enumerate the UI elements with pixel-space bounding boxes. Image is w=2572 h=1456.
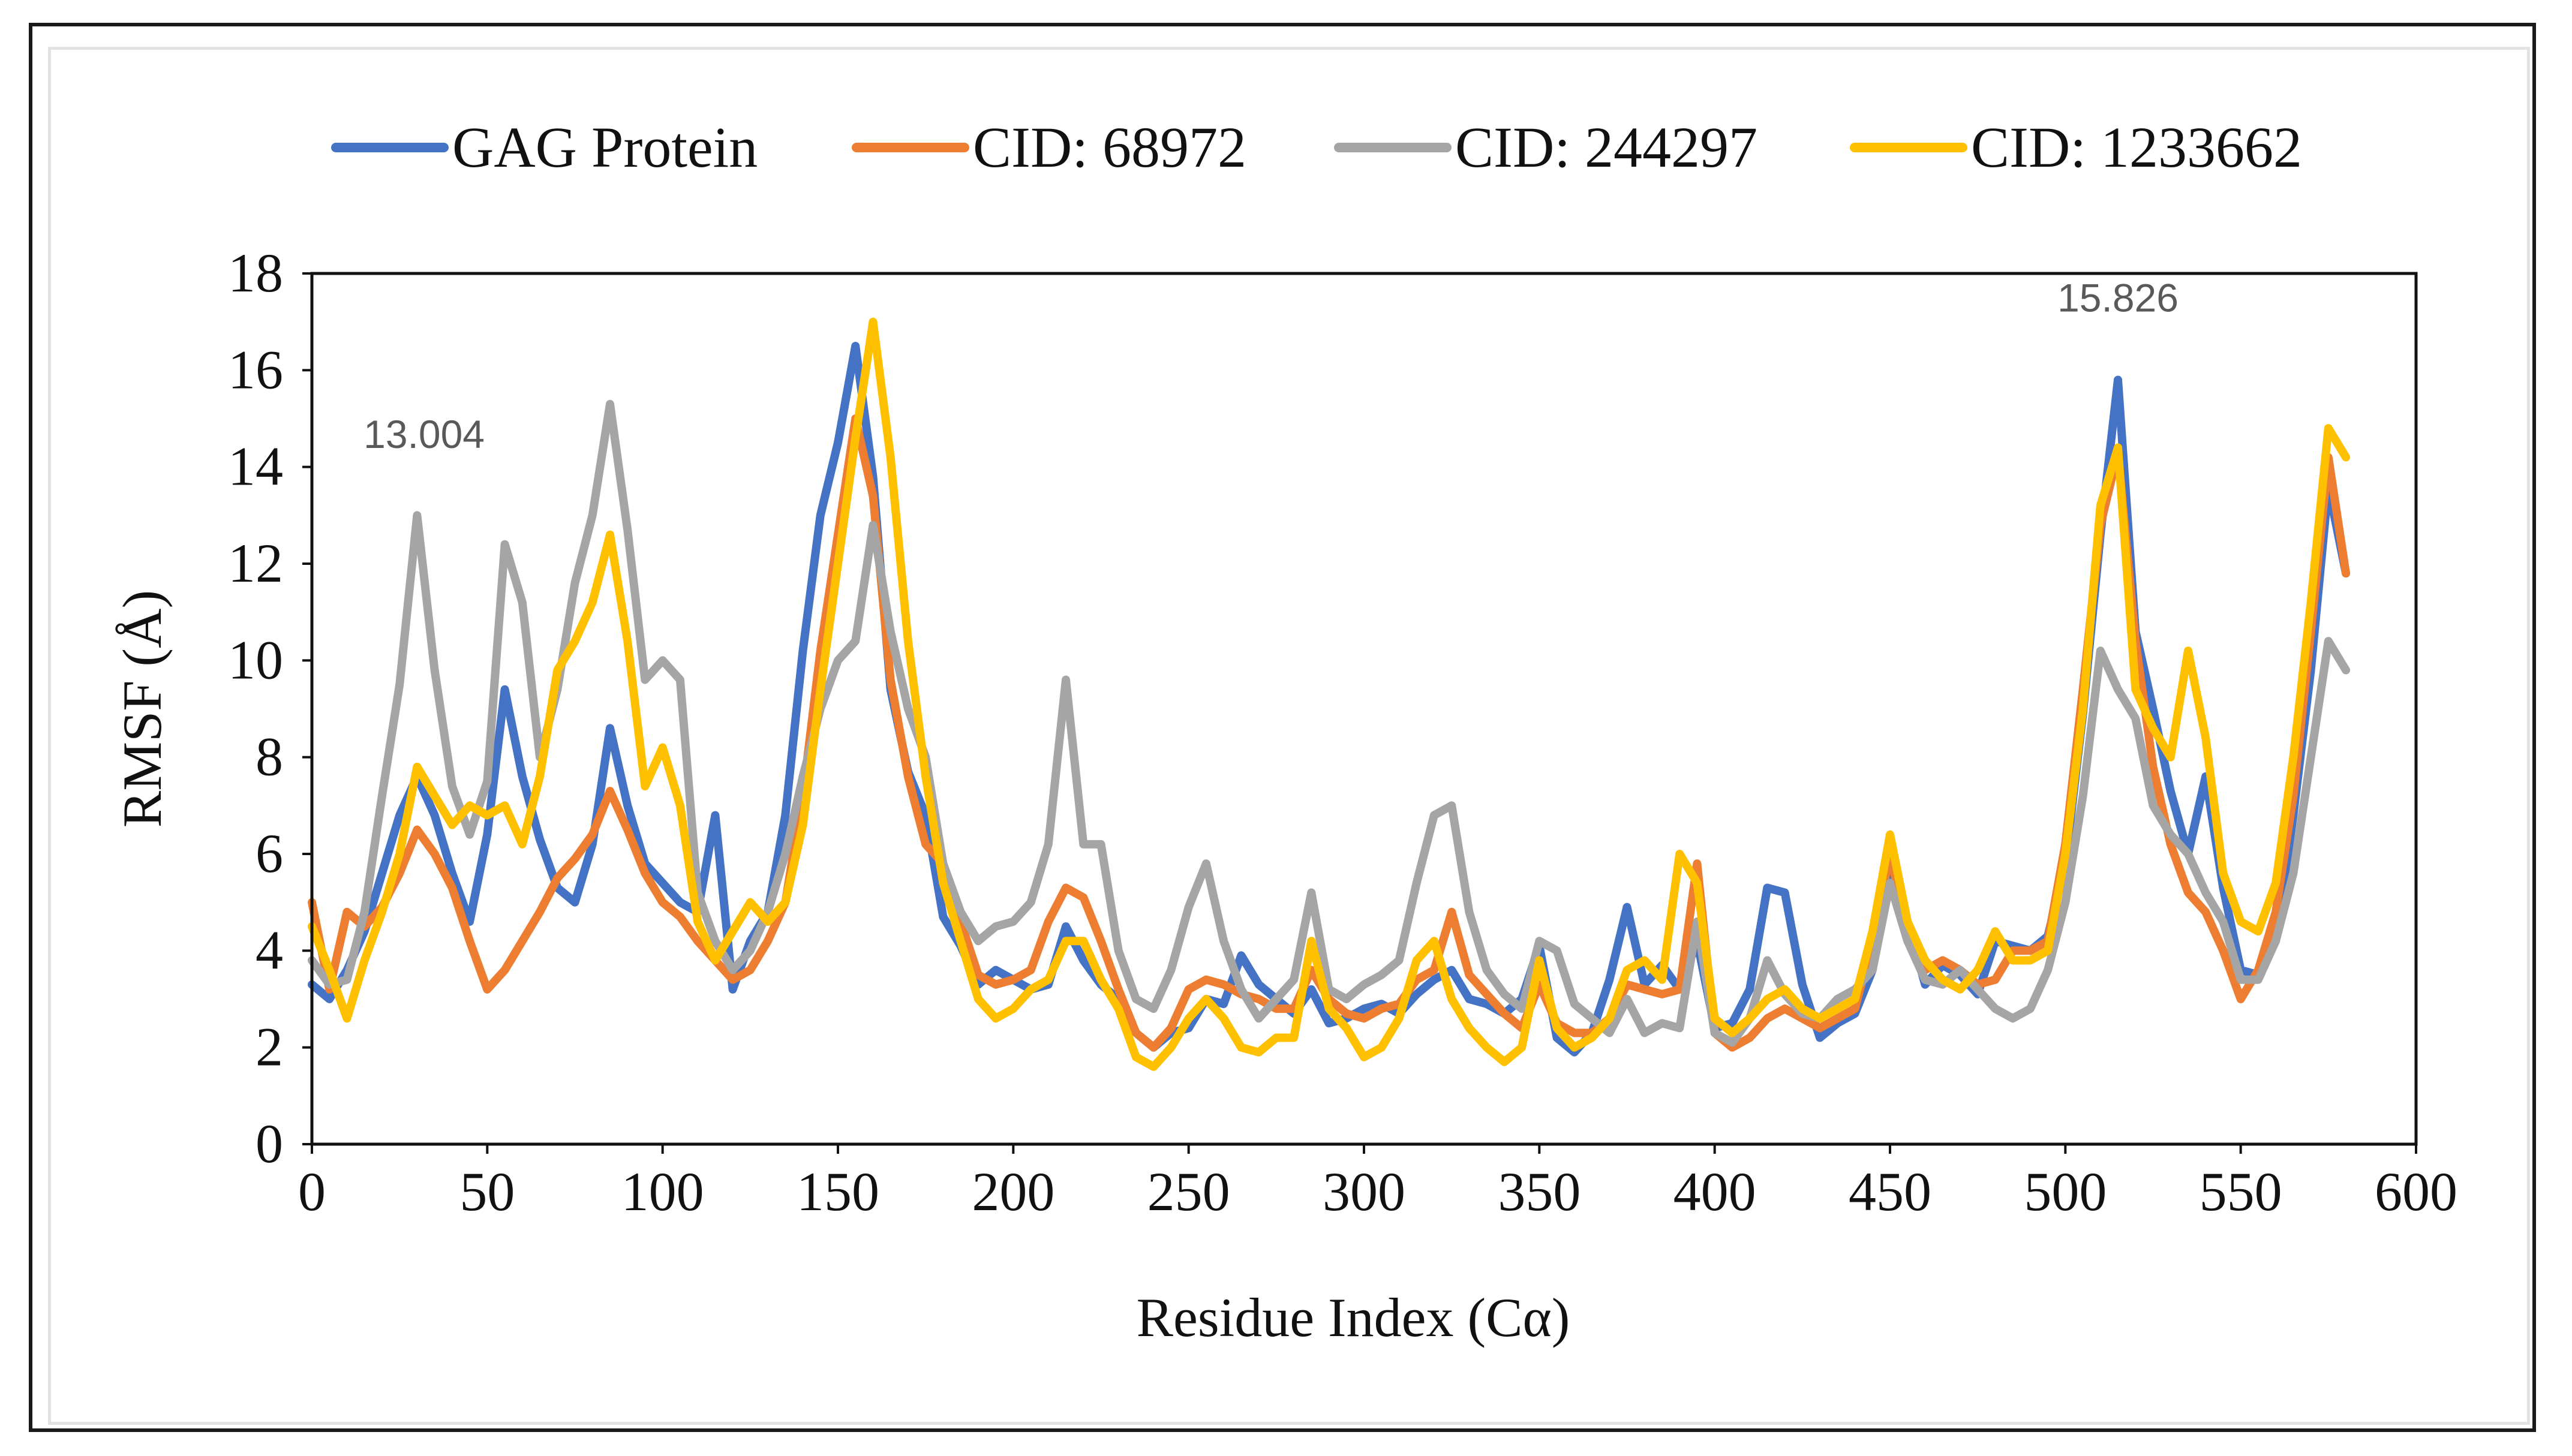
y-axis-ticks: 0 2 4 6 8 10 12 14 16 18 (228, 242, 312, 1174)
y-tick-label: 2 (256, 1016, 283, 1078)
x-tick-label: 300 (1323, 1161, 1405, 1222)
x-tick-label: 600 (2375, 1161, 2457, 1222)
y-tick-label: 10 (228, 629, 283, 690)
legend-label-cid-244297: CID: 244297 (1455, 115, 1757, 179)
legend-label-gag-protein: GAG Protein (452, 115, 758, 179)
x-tick-label: 150 (797, 1161, 879, 1222)
y-tick-label: 4 (256, 919, 283, 980)
y-tick-label: 18 (228, 242, 283, 303)
y-tick-label: 6 (256, 823, 283, 884)
chart-area-frame (48, 47, 2530, 1425)
x-axis-title: Residue Index (Cα) (1137, 1287, 1570, 1348)
x-tick-label: 350 (1498, 1161, 1581, 1222)
plot-area-border (310, 272, 2418, 1146)
peak-annotation: 15.826 (2057, 275, 2179, 320)
x-axis-ticks: 0 50 100 150 200 250 300 350 400 450 500 550 600 (298, 1144, 2457, 1222)
x-tick-label: 0 (298, 1161, 326, 1222)
legend: GAG Protein CID: 68972 CID: 244297 CID: 123… (331, 115, 2302, 179)
x-tick-label: 50 (459, 1161, 515, 1222)
legend-label-cid-68972: CID: 68972 (973, 115, 1246, 179)
x-tick-label: 100 (621, 1161, 704, 1222)
series-layer (308, 317, 2351, 1071)
y-tick-label: 12 (228, 533, 283, 594)
annotations: 13.004 15.826 (363, 275, 2179, 456)
x-tick-label: 250 (1147, 1161, 1230, 1222)
series-line-cid-244297 (308, 399, 2351, 1047)
x-tick-label: 200 (972, 1161, 1054, 1222)
x-tick-label: 550 (2200, 1161, 2282, 1222)
y-tick-label: 0 (256, 1113, 283, 1174)
legend-label-cid-1233662: CID: 1233662 (1971, 115, 2302, 179)
series-line-cid-1233662 (308, 317, 2351, 1071)
x-tick-label: 400 (1673, 1161, 1756, 1222)
y-tick-label: 14 (228, 436, 283, 497)
y-tick-label: 8 (256, 726, 283, 787)
x-tick-label: 450 (1849, 1161, 1931, 1222)
x-tick-label: 500 (2024, 1161, 2107, 1222)
y-tick-label: 16 (228, 339, 283, 400)
peak-annotation: 13.004 (363, 412, 485, 456)
y-axis-title: RMSF (Å) (112, 590, 173, 828)
